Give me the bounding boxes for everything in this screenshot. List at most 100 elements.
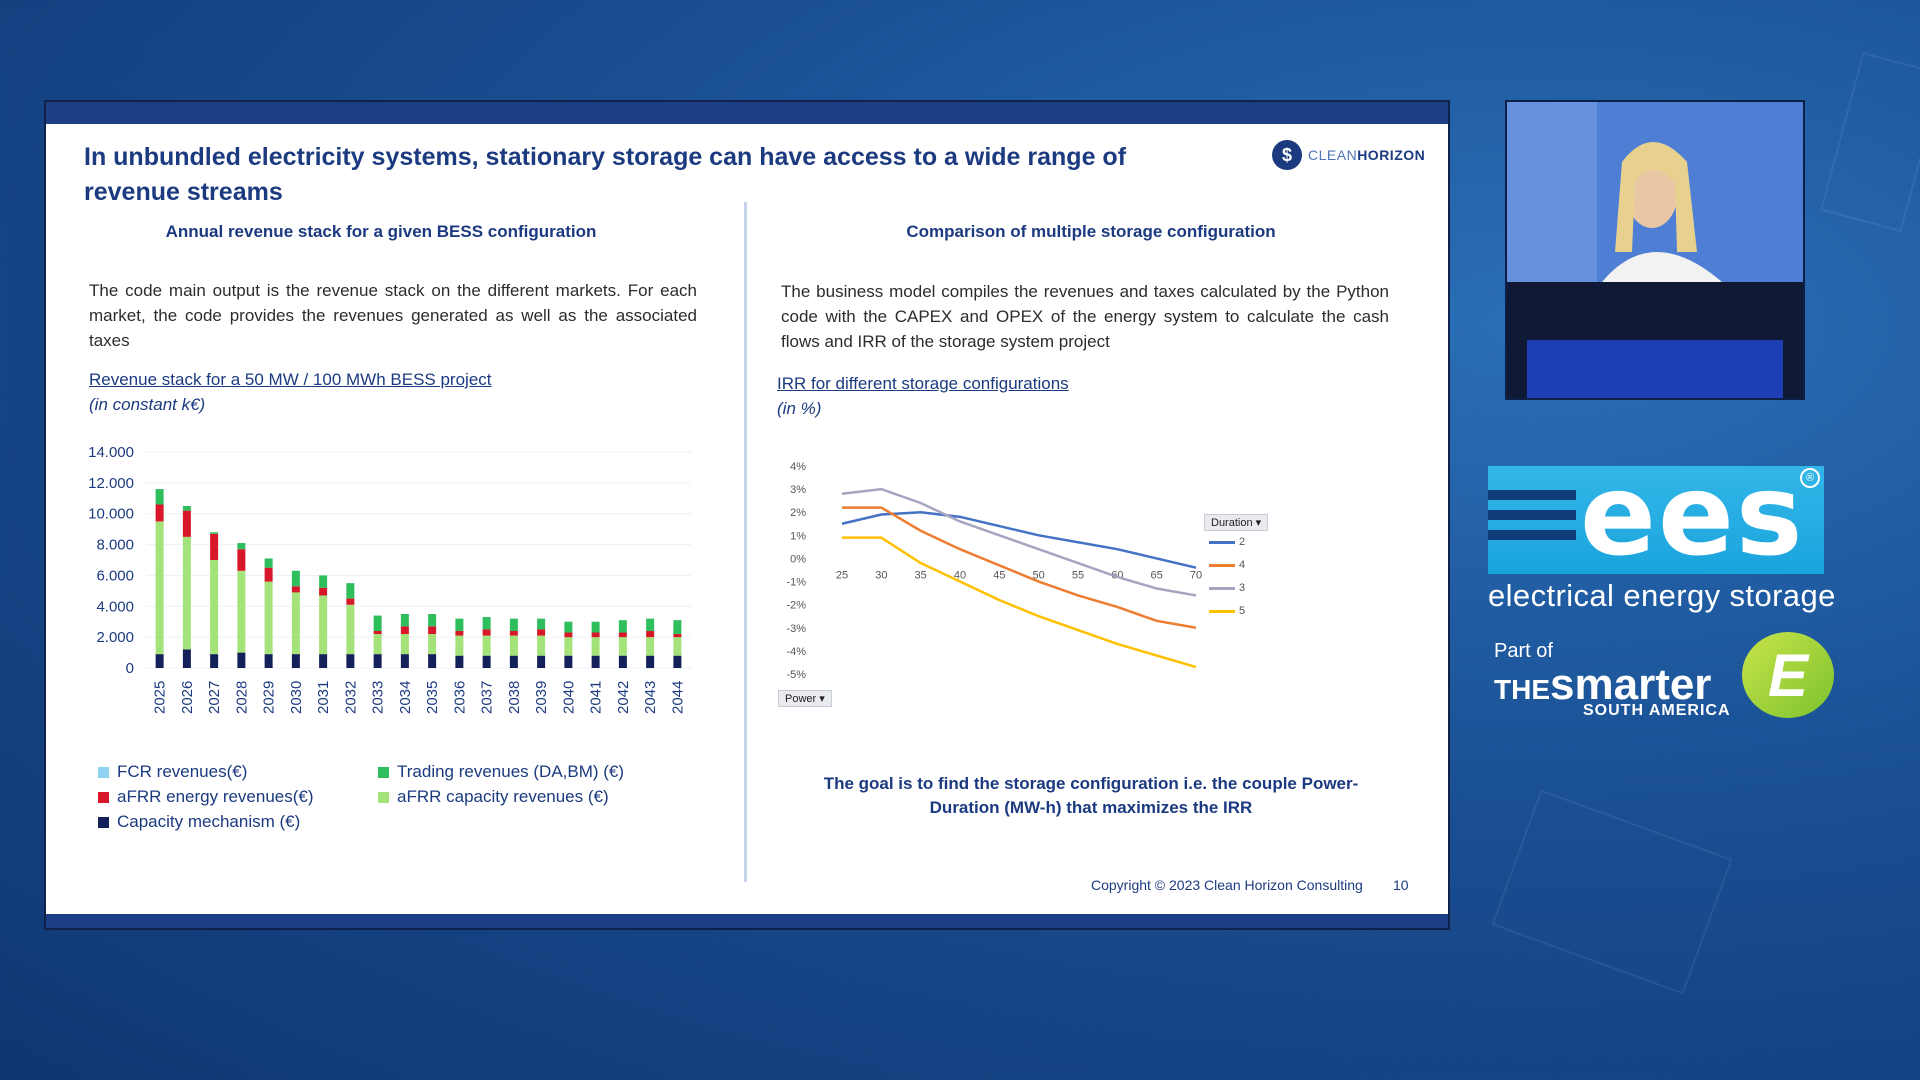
power-filter-button[interactable]: Power ▾	[778, 690, 832, 707]
bar-segment	[291, 592, 300, 655]
smarter-e-logo: E	[1742, 632, 1834, 718]
y-tick-label: 14.000	[88, 444, 134, 461]
bar-segment	[482, 635, 491, 656]
slide-top-bar	[46, 102, 1448, 124]
bar-segment	[210, 533, 219, 560]
y-tick-label: 8.000	[96, 537, 134, 554]
irr-legend-3: 3	[1209, 582, 1245, 594]
bar-segment	[618, 655, 627, 668]
bar-segment	[237, 543, 246, 550]
irr-line-chart: 4% 3% 2% 1% 0% -1% -2% -3% -4% -5% 25 30 35 40 45 50 55 6…	[786, 461, 1202, 681]
ees-wordmark: ees	[1580, 451, 1805, 581]
bar-segment	[210, 560, 219, 655]
bar-segment	[455, 635, 464, 656]
legend-afrr-energy: aFRR energy revenues(€)	[98, 787, 314, 807]
y-tick-label: -4%	[786, 646, 806, 658]
bar-segment	[673, 655, 682, 668]
bar-segment	[319, 587, 328, 596]
bar-segment	[182, 510, 191, 537]
bar-segment	[237, 652, 246, 668]
ees-stripes	[1488, 490, 1576, 550]
the-text: THE	[1494, 674, 1550, 705]
x-tick-label: 70	[1190, 569, 1202, 581]
bar-segment	[319, 575, 328, 588]
slide-bottom-bar	[46, 914, 1448, 928]
duration-filter-button[interactable]: Duration ▾	[1204, 514, 1269, 531]
background-panel-shape	[1491, 789, 1733, 995]
goal-statement: The goal is to find the storage configur…	[823, 774, 1359, 817]
legend-afrr-capacity: aFRR capacity revenues (€)	[378, 787, 609, 807]
x-tick-label: 30	[875, 569, 887, 581]
bar-segment	[646, 637, 655, 656]
presentation-slide: In unbundled electricity systems, statio…	[44, 100, 1450, 930]
logo-text-horizon: HORIZON	[1357, 147, 1426, 163]
bar-segment	[291, 586, 300, 593]
series-line-5	[842, 536, 1197, 669]
x-tick-label: 2044	[669, 681, 686, 714]
bar-segment	[264, 567, 273, 582]
bar-segment	[319, 595, 328, 655]
x-tick-label: 2042	[615, 681, 632, 714]
bar-segment	[537, 618, 546, 630]
irr-legend-2: 2	[1209, 536, 1245, 548]
slide-title: In unbundled electricity systems, statio…	[84, 143, 1127, 206]
bar-segment	[182, 506, 191, 511]
bar-segment	[673, 637, 682, 656]
x-tick-label: 55	[1072, 569, 1084, 581]
x-tick-label: 2031	[315, 681, 332, 714]
y-tick-label: 2%	[790, 507, 806, 519]
ees-logo: ees ®	[1488, 460, 1824, 574]
irr-chart-title: IRR for different storage configurations	[777, 374, 1069, 393]
bar-segment	[618, 632, 627, 638]
bar-segment	[428, 626, 437, 635]
bar-segment	[509, 635, 518, 656]
bar-segment	[482, 629, 491, 636]
bar-segment	[428, 634, 437, 655]
bar-segment	[291, 654, 300, 668]
bar-segment	[455, 655, 464, 668]
bar-segment	[564, 621, 573, 633]
region-label: SOUTH AMERICA	[1583, 702, 1731, 719]
x-tick-label: 2032	[342, 681, 359, 714]
x-tick-label: 2025	[152, 681, 169, 714]
x-tick-label: 2026	[179, 681, 196, 714]
y-tick-label: -1%	[786, 577, 806, 589]
left-description: The code main output is the revenue stac…	[89, 281, 697, 350]
smarter-text: smarter	[1550, 660, 1712, 709]
bar-segment	[400, 634, 409, 655]
bar-segment	[319, 654, 328, 668]
x-tick-label: 2043	[642, 681, 659, 714]
legend-capacity: Capacity mechanism (€)	[98, 812, 300, 832]
y-tick-label: -3%	[786, 623, 806, 635]
bar-segment	[155, 504, 164, 522]
y-tick-label: 0%	[790, 553, 806, 565]
bar-segment	[155, 654, 164, 668]
x-tick-label: 2040	[560, 681, 577, 714]
irr-chart-subtitle: (in %)	[777, 399, 822, 418]
bar-segment	[210, 654, 219, 668]
y-tick-label: 4%	[790, 461, 806, 473]
bar-segment	[618, 620, 627, 633]
x-tick-label: 2037	[479, 681, 496, 714]
y-tick-label: 10.000	[88, 506, 134, 523]
bar-segment	[373, 615, 382, 631]
y-tick-label: 1%	[790, 530, 806, 542]
right-description: The business model compiles the revenues…	[781, 282, 1389, 351]
x-tick-label: 35	[915, 569, 927, 581]
bar-segment	[428, 654, 437, 668]
bar-segment	[182, 649, 191, 668]
bar-segment	[537, 655, 546, 668]
bar-segment	[564, 637, 573, 656]
registered-mark: ®	[1800, 468, 1820, 488]
bar-segment	[428, 614, 437, 627]
bar-segment	[646, 618, 655, 631]
bar-segment	[155, 489, 164, 505]
bar-segment	[509, 630, 518, 636]
y-tick-label: 4.000	[96, 598, 134, 615]
bar-segment	[646, 655, 655, 668]
series-line-2	[841, 510, 1197, 569]
x-tick-label: 2036	[451, 681, 468, 714]
bar-segment	[346, 598, 355, 605]
bar-segment	[455, 630, 464, 636]
series-line-3	[841, 487, 1197, 597]
